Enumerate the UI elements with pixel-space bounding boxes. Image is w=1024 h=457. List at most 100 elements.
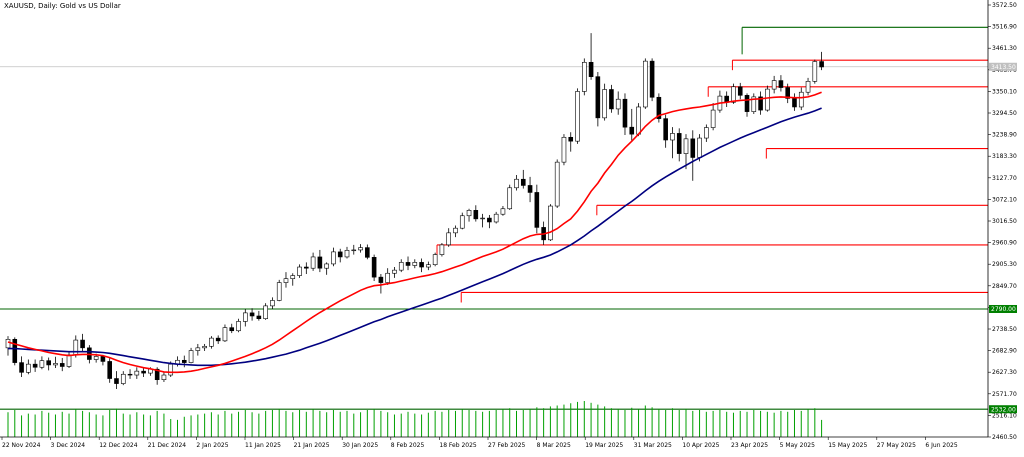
candle-body-bullish [358, 247, 363, 251]
candle-body-bullish [243, 312, 248, 322]
candle-body-bearish [100, 356, 106, 362]
price-label-box [989, 405, 1017, 414]
y-tick-label: 3127.70 [992, 175, 1017, 182]
x-tick-label: 6 Jun 2025 [925, 442, 957, 449]
axes-layer: 3572.503516.903461.303405.703350.103294.… [0, 0, 1017, 449]
x-tick-label: 12 Dec 2024 [99, 442, 138, 449]
x-tick-label: 10 Apr 2025 [682, 442, 719, 449]
candle-body-bullish [270, 300, 275, 307]
candle-body-bullish [643, 60, 648, 108]
candle-body-bearish [785, 87, 791, 99]
candle-body-bullish [398, 262, 404, 271]
y-tick-label: 3572.50 [992, 2, 1017, 9]
x-tick-label: 2 Jan 2025 [196, 442, 228, 449]
candle-body-bearish [527, 185, 533, 193]
y-tick-label: 3072.10 [992, 196, 1017, 203]
candle-body-bearish [365, 247, 370, 258]
x-tick-label: 8 Feb 2025 [391, 442, 425, 449]
candle-body-bullish [575, 91, 580, 142]
candle-body-bullish [426, 264, 431, 268]
x-tick-label: 3 Dec 2024 [51, 442, 86, 449]
candle-body-bullish [73, 339, 79, 356]
x-tick-label: 21 Dec 2024 [148, 442, 187, 449]
candle-body-bearish [778, 80, 784, 88]
candle-body-bearish [663, 118, 668, 141]
candles-layer [5, 33, 824, 390]
candle-body-bullish [432, 254, 438, 266]
candle-body-bearish [256, 315, 262, 320]
candle-body-bearish [80, 339, 85, 349]
candle-body-bearish [127, 373, 133, 376]
candle-body-bearish [32, 363, 38, 368]
candle-body-bullish [392, 269, 397, 274]
chart-title: XAUUSD, Daily: Gold vs US Dollar [4, 2, 121, 10]
candle-body-bearish [181, 359, 187, 363]
ma-fast-line [7, 91, 822, 374]
candle-body-bearish [609, 89, 614, 110]
x-tick-label: 23 Apr 2025 [731, 442, 768, 449]
candle-body-bullish [439, 244, 445, 255]
y-tick-label: 2960.90 [992, 240, 1017, 247]
candle-body-bullish [168, 363, 174, 376]
candle-body-bullish [351, 249, 357, 252]
ma-slow-line [8, 107, 822, 367]
candle-body-bullish [385, 272, 390, 283]
y-tick-label: 3294.50 [992, 110, 1017, 117]
candle-body-bearish [317, 256, 323, 269]
price-label-box [989, 62, 1017, 71]
y-tick-label: 2460.50 [992, 434, 1017, 441]
x-tick-label: 31 Mar 2025 [634, 442, 672, 449]
y-tick-label: 2571.70 [992, 391, 1017, 398]
x-tick-label: 30 Jan 2025 [342, 442, 378, 449]
y-tick-label: 2738.50 [992, 326, 1017, 333]
y-tick-label: 2682.90 [992, 348, 1017, 355]
candle-body-bearish [378, 276, 384, 283]
candle-body-bearish [649, 60, 655, 98]
candle-body-bearish [154, 368, 160, 380]
candle-body-bearish [676, 133, 682, 154]
x-tick-label: 15 May 2025 [828, 442, 867, 449]
x-tick-label: 8 Mar 2025 [537, 442, 571, 449]
x-tick-label: 19 Mar 2025 [585, 442, 623, 449]
candle-body-bullish [805, 81, 811, 93]
candle-body-bullish [276, 282, 282, 301]
candle-body-bullish [615, 98, 621, 110]
price-label-box [989, 304, 1017, 313]
candle-body-bullish [453, 227, 458, 234]
candle-body-bearish [419, 262, 424, 268]
candle-body-bullish [765, 88, 770, 111]
candle-body-bullish [581, 62, 587, 92]
candle-body-bullish [66, 354, 72, 367]
candle-body-bearish [46, 360, 51, 366]
candle-body-bearish [629, 126, 635, 135]
candle-body-bullish [683, 138, 689, 154]
price-label-text: 2532.00 [991, 406, 1016, 413]
x-tick-label: 5 May 2025 [780, 442, 815, 449]
candle-body-bearish [744, 95, 750, 112]
candle-body-bullish [120, 373, 126, 384]
candle-body-bearish [12, 338, 18, 363]
candle-body-bearish [141, 370, 146, 374]
candle-body-bullish [561, 136, 567, 163]
x-tick-label: 11 Jan 2025 [245, 442, 281, 449]
candle-body-bullish [704, 127, 709, 139]
y-tick-label: 3461.30 [992, 45, 1017, 52]
price-labels-layer: 2790.00 2532.00 3413.50 [989, 62, 1017, 414]
candle-body-bullish [514, 178, 519, 189]
candle-body-bearish [229, 327, 235, 332]
candle-body-bullish [507, 187, 513, 210]
candle-body-bullish [812, 61, 818, 82]
x-tick-label: 18 Feb 2025 [439, 442, 477, 449]
candle-body-bullish [331, 251, 336, 265]
candle-body-bullish [602, 89, 607, 119]
candle-body-bearish [595, 76, 601, 119]
y-tick-label: 2627.30 [992, 369, 1017, 376]
candle-body-bullish [283, 278, 289, 283]
candle-body-bullish [636, 106, 641, 135]
candle-body-bullish [39, 360, 45, 368]
y-tick-label: 2849.70 [992, 283, 1017, 290]
x-tick-label: 27 Feb 2025 [488, 442, 526, 449]
